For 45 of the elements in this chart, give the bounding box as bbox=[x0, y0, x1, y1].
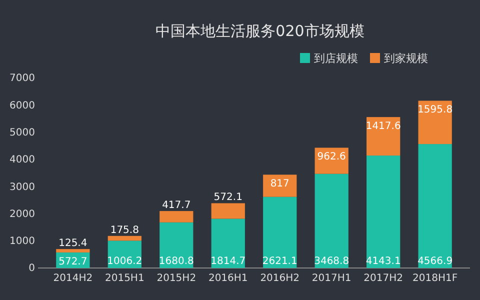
y-tick-label: 7000 bbox=[10, 73, 35, 84]
x-tick-label: 2017H1 bbox=[312, 273, 352, 284]
y-tick-label: 6000 bbox=[10, 100, 35, 112]
data-label: 2621.1 bbox=[262, 256, 298, 267]
legend-label: 到家规模 bbox=[384, 52, 428, 65]
y-tick-label: 5000 bbox=[10, 127, 35, 138]
y-tick-label: 4000 bbox=[10, 154, 35, 166]
bar bbox=[211, 218, 245, 268]
y-tick-label: 2000 bbox=[10, 208, 35, 220]
data-label: 572.1 bbox=[214, 192, 242, 204]
data-label: 4566.9 bbox=[418, 256, 453, 267]
bar bbox=[160, 222, 194, 268]
data-label: 3468.8 bbox=[314, 256, 350, 267]
data-label: 1680.8 bbox=[158, 256, 194, 267]
bar bbox=[366, 156, 400, 268]
y-tick-label: 0 bbox=[28, 263, 35, 274]
bar bbox=[314, 174, 348, 268]
data-label: 125.4 bbox=[58, 238, 88, 250]
x-tick-label: 2017H2 bbox=[364, 273, 404, 284]
bar bbox=[160, 211, 194, 222]
data-label: 962.6 bbox=[317, 152, 346, 163]
x-tick-label: 2015H2 bbox=[156, 273, 196, 284]
bar bbox=[108, 236, 142, 241]
data-label: 175.8 bbox=[110, 224, 139, 236]
data-label: 1814.7 bbox=[210, 256, 246, 267]
bar bbox=[263, 196, 297, 268]
bar bbox=[263, 174, 297, 197]
y-tick-label: 3000 bbox=[10, 182, 35, 193]
bar bbox=[418, 100, 452, 144]
legend-label: 到店规模 bbox=[314, 52, 358, 65]
data-label: 1595.8 bbox=[418, 104, 453, 116]
data-label: 1006.2 bbox=[107, 256, 142, 267]
bar bbox=[418, 144, 452, 268]
y-tick-label: 1000 bbox=[10, 236, 35, 248]
data-label: 572.7 bbox=[58, 256, 88, 268]
x-tick-label: 2016H2 bbox=[260, 273, 300, 284]
bar bbox=[56, 249, 90, 252]
data-label: 817 bbox=[270, 178, 290, 190]
x-tick-label: 2016H1 bbox=[208, 273, 248, 284]
x-tick-label: 2015H1 bbox=[104, 273, 144, 284]
x-tick-label: 2018H1F bbox=[412, 273, 458, 284]
bar bbox=[211, 203, 245, 219]
chart-title: 中国本地生活服务020市场规模 bbox=[156, 22, 364, 40]
x-tick-label: 2014H2 bbox=[53, 273, 93, 284]
data-label: 417.7 bbox=[162, 200, 191, 212]
